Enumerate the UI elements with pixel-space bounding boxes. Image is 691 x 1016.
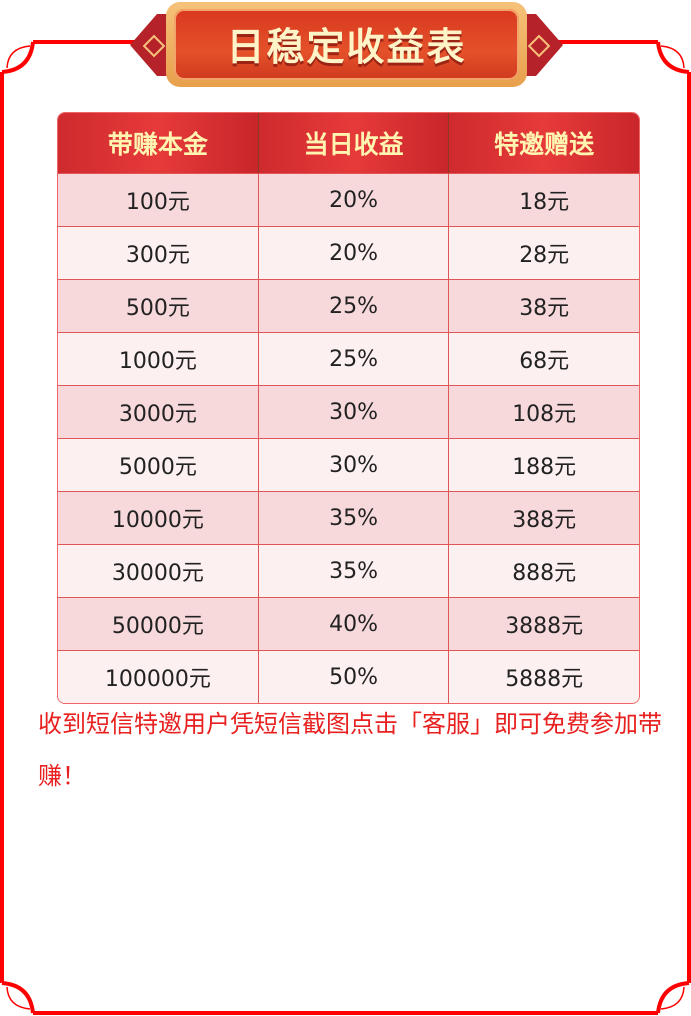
table-row: 3000元 30% 108元 — [58, 385, 639, 438]
table-cell: 35% — [257, 491, 449, 544]
table-cell: 100元 — [58, 173, 258, 226]
table-cell: 25% — [257, 279, 449, 332]
table-cell: 5888元 — [448, 650, 639, 703]
banner-inner — [174, 9, 519, 80]
table-cell: 30% — [257, 438, 449, 491]
table-row: 100000元 50% 5888元 — [58, 650, 639, 703]
table-row: 10000元 35% 388元 — [58, 491, 639, 544]
table-cell: 108元 — [448, 385, 639, 438]
table-cell: 50000元 — [58, 597, 258, 650]
table-cell: 500元 — [58, 279, 258, 332]
table-cell: 40% — [257, 597, 449, 650]
table-header-row: 带赚本金 当日收益 特邀赠送 — [58, 113, 639, 173]
table-cell: 10000元 — [58, 491, 258, 544]
table-row: 300元 20% 28元 — [58, 226, 639, 279]
table-cell: 3888元 — [448, 597, 639, 650]
table-row: 100元 20% 18元 — [58, 173, 639, 226]
table-cell: 20% — [257, 226, 449, 279]
column-header: 当日收益 — [257, 113, 449, 173]
page-title: 日稳定收益表 — [226, 25, 467, 69]
table-cell: 30000元 — [58, 544, 258, 597]
table-cell: 1000元 — [58, 332, 258, 385]
table-row: 500元 25% 38元 — [58, 279, 639, 332]
table-cell: 25% — [257, 332, 449, 385]
table-cell: 20% — [257, 173, 449, 226]
table-cell: 888元 — [448, 544, 639, 597]
table-cell: 38元 — [448, 279, 639, 332]
table-cell: 188元 — [448, 438, 639, 491]
column-header: 特邀赠送 — [448, 113, 639, 173]
table-cell: 100000元 — [58, 650, 258, 703]
table-row: 1000元 25% 68元 — [58, 332, 639, 385]
title-banner: 日稳定收益表 — [130, 2, 563, 87]
table-cell: 3000元 — [58, 385, 258, 438]
banner-plate — [166, 2, 527, 87]
table-cell: 18元 — [448, 173, 639, 226]
table-cell: 5000元 — [58, 438, 258, 491]
table-row: 5000元 30% 188元 — [58, 438, 639, 491]
promo-note: 收到短信特邀用户凭短信截图点击「客服」即可免费参加带赚！ — [38, 710, 662, 790]
table-cell: 35% — [257, 544, 449, 597]
table-cell: 68元 — [448, 332, 639, 385]
table-cell: 30% — [257, 385, 449, 438]
table-cell: 28元 — [448, 226, 639, 279]
column-header: 带赚本金 — [58, 113, 258, 173]
table-cell: 300元 — [58, 226, 258, 279]
table-cell: 50% — [257, 650, 449, 703]
table-row: 50000元 40% 3888元 — [58, 597, 639, 650]
table-cell: 388元 — [448, 491, 639, 544]
earnings-table: 带赚本金 当日收益 特邀赠送 100元 20% 18元 300元 20% 28元 500元 2… — [57, 112, 640, 704]
table-row: 30000元 35% 888元 — [58, 544, 639, 597]
